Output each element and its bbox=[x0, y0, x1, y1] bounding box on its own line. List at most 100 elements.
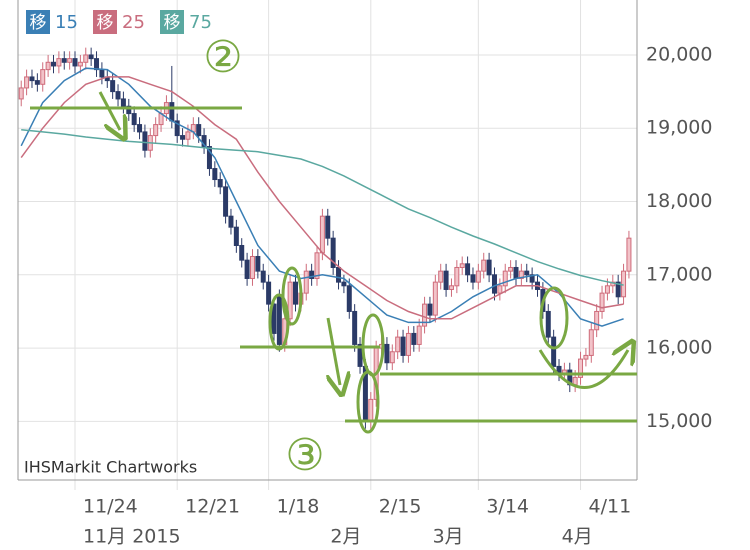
legend-swatch bbox=[93, 10, 117, 34]
candle-body bbox=[228, 215, 234, 228]
candle-body bbox=[330, 237, 336, 268]
candle-body bbox=[325, 215, 331, 239]
candle-body bbox=[239, 244, 245, 261]
candle-body bbox=[384, 343, 390, 364]
candle-body bbox=[77, 61, 83, 67]
candle-body bbox=[518, 270, 524, 279]
candle-body bbox=[352, 310, 358, 345]
candle-body bbox=[137, 124, 143, 133]
candle-body bbox=[481, 259, 487, 272]
candle-body bbox=[470, 274, 476, 283]
candle-body bbox=[529, 274, 535, 283]
candle-body bbox=[34, 80, 40, 85]
source-label: IHSMarkit Chartworks bbox=[24, 458, 197, 477]
candle-body bbox=[588, 329, 594, 356]
candle-body bbox=[45, 61, 51, 71]
candle-body bbox=[465, 263, 471, 276]
arrow bbox=[328, 317, 340, 385]
candle-body bbox=[24, 76, 30, 89]
candle-body bbox=[599, 292, 605, 312]
candle-body bbox=[448, 285, 454, 290]
candle-body bbox=[475, 270, 481, 283]
x-month-label: 4月 bbox=[562, 526, 593, 548]
candle-body bbox=[180, 135, 186, 140]
candle-body bbox=[249, 255, 255, 279]
candle-body bbox=[126, 105, 132, 115]
candle-body bbox=[120, 98, 126, 107]
candle-body bbox=[303, 270, 309, 294]
annotation-label: ② bbox=[203, 32, 242, 83]
candle-body bbox=[244, 259, 250, 279]
candle-body bbox=[319, 215, 325, 254]
candle-body bbox=[287, 281, 293, 320]
candle-body bbox=[341, 281, 347, 287]
candle-body bbox=[271, 303, 277, 334]
annotation-label: ③ bbox=[285, 430, 324, 481]
candle-body bbox=[545, 310, 551, 338]
candle-body bbox=[497, 285, 503, 294]
candle-body bbox=[40, 69, 46, 85]
candle-body bbox=[422, 303, 428, 327]
candle-body bbox=[368, 398, 374, 422]
candle-body bbox=[174, 120, 180, 137]
candle-body bbox=[491, 274, 497, 294]
legend: 移 15 移 25 移 75 bbox=[26, 10, 212, 34]
candle-body bbox=[314, 252, 320, 279]
candle-body bbox=[223, 186, 229, 217]
y-tick-label: 19,000 bbox=[646, 117, 712, 139]
candle-body bbox=[266, 281, 272, 305]
candle-body bbox=[389, 351, 395, 364]
x-month-label: 3月 bbox=[433, 526, 464, 548]
legend-swatch bbox=[160, 10, 184, 34]
y-tick-label: 18,000 bbox=[646, 190, 712, 212]
candle-body bbox=[405, 332, 411, 356]
candle-body bbox=[56, 58, 62, 67]
candle-body bbox=[416, 325, 422, 345]
candle-body bbox=[454, 266, 460, 287]
y-tick-label: 17,000 bbox=[646, 263, 712, 285]
x-tick-label: 2/15 bbox=[379, 496, 422, 518]
x-tick-label: 1/18 bbox=[277, 496, 320, 518]
candle-body bbox=[50, 61, 56, 67]
circle-mark bbox=[356, 370, 380, 434]
candle-body bbox=[524, 270, 530, 276]
legend-label: 15 bbox=[55, 12, 78, 33]
candle-body bbox=[217, 179, 223, 188]
candle-body bbox=[169, 102, 175, 122]
arrow bbox=[98, 91, 120, 130]
candle-body bbox=[432, 281, 438, 316]
candle-body bbox=[276, 296, 282, 345]
candle-body bbox=[309, 270, 315, 279]
candle-body bbox=[572, 376, 578, 386]
candle-body bbox=[72, 58, 78, 67]
circle-mark bbox=[281, 266, 303, 326]
legend-label: 75 bbox=[189, 12, 212, 33]
candle-body bbox=[513, 266, 519, 279]
candle-body bbox=[153, 124, 159, 137]
legend-label: 25 bbox=[122, 12, 145, 33]
candle-body bbox=[142, 131, 148, 151]
candle-body bbox=[438, 270, 444, 283]
candle-body bbox=[110, 80, 116, 93]
candle-body bbox=[486, 259, 492, 276]
candle-body bbox=[212, 168, 218, 181]
ma-line bbox=[20, 76, 624, 320]
candle-body bbox=[578, 358, 584, 378]
candle-body bbox=[61, 58, 67, 63]
candle-body bbox=[551, 336, 557, 367]
candle-body bbox=[233, 226, 239, 246]
candle-body bbox=[427, 303, 433, 316]
x-month-label: 11月 2015 bbox=[83, 526, 181, 548]
x-month-label: 2月 bbox=[330, 526, 361, 548]
x-tick-label: 4/11 bbox=[589, 496, 632, 518]
candle-body bbox=[395, 336, 401, 353]
candle-body bbox=[206, 146, 212, 170]
candle-body bbox=[67, 58, 73, 63]
candle-body bbox=[196, 124, 202, 137]
candle-body bbox=[185, 131, 191, 140]
candle-body bbox=[357, 343, 363, 367]
candle-body bbox=[29, 76, 35, 82]
candle-body bbox=[502, 270, 508, 287]
candle-body bbox=[83, 54, 89, 63]
